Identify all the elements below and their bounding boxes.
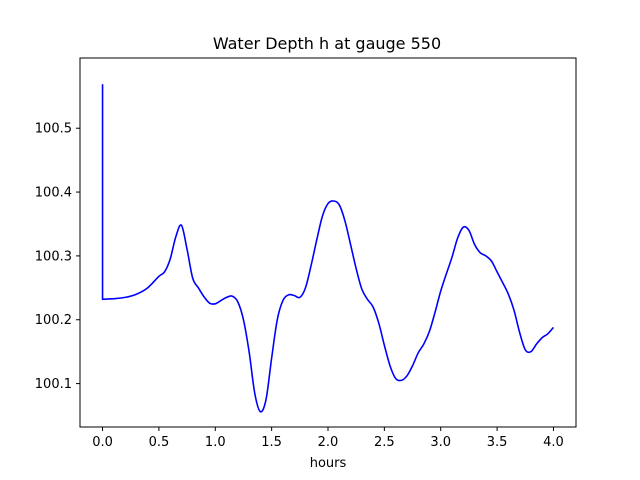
x-tick-label: 2.5 [374, 435, 395, 450]
y-axis: 100.1 100.2 100.3 100.4 100.5 [35, 122, 80, 392]
plot-frame [79, 57, 577, 428]
y-tick-label: 100.1 [35, 377, 72, 392]
x-tick-label: 0.0 [92, 435, 113, 450]
y-tick-label: 100.2 [35, 313, 72, 328]
y-tick-label: 100.4 [35, 186, 72, 201]
y-tick-label: 100.3 [35, 249, 72, 264]
y-tick-label: 100.5 [35, 122, 72, 137]
chart-title: Water Depth h at gauge 550 [213, 34, 441, 53]
x-tick-label: 0.5 [149, 435, 170, 450]
x-tick-label: 3.0 [430, 435, 451, 450]
x-tick-label: 2.0 [318, 435, 339, 450]
plot-area [101, 84, 555, 413]
x-tick-label: 1.5 [261, 435, 282, 450]
x-tick-label: 1.0 [205, 435, 226, 450]
x-tick-label: 3.5 [487, 435, 508, 450]
series-line [101, 84, 555, 413]
x-axis: 0.0 0.5 1.0 1.5 2.0 2.5 3.0 3.5 4.0 [92, 427, 564, 450]
x-tick-label: 4.0 [543, 435, 564, 450]
x-axis-label: hours [310, 456, 347, 471]
